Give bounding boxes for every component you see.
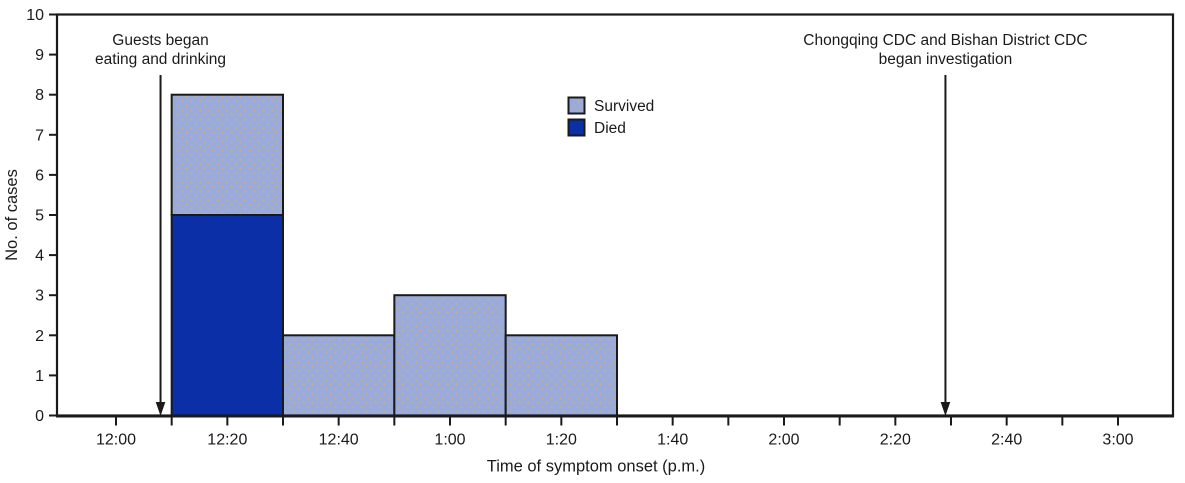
bar-segment-survived-3 [504, 334, 619, 417]
y-tick-label: 1 [35, 368, 44, 385]
annotation-text-guests-eating-line1: Guests began [112, 32, 209, 49]
y-tick-label: 4 [35, 248, 44, 265]
x-tick-label: 2:20 [880, 432, 911, 449]
bars-group [170, 93, 619, 417]
x-tick-label: 1:00 [434, 432, 465, 449]
y-axis-title: No. of cases [3, 169, 21, 261]
x-tick-label: 3:00 [1102, 432, 1133, 449]
x-tick-label: 12:20 [207, 432, 247, 449]
annotation-cdc-investigation: Chongqing CDC and Bishan District CDC beg… [803, 32, 1088, 416]
x-tick-label: 2:40 [991, 432, 1022, 449]
annotation-arrowhead-guests-eating [155, 402, 166, 416]
legend-swatch-died [567, 118, 586, 137]
annotation-text-cdc-investigation-line2: began investigation [879, 51, 1013, 68]
y-tick-label: 7 [35, 127, 44, 144]
y-tick-label: 5 [35, 208, 44, 225]
x-tick-label: 2:00 [768, 432, 799, 449]
legend-label-died: Died [594, 120, 626, 137]
legend: Survived Died [567, 96, 654, 137]
y-tick-label: 10 [26, 7, 44, 24]
annotation-text-cdc-investigation-line1: Chongqing CDC and Bishan District CDC [803, 32, 1087, 49]
x-tick-label: 12:40 [319, 432, 359, 449]
y-tick-label: 2 [35, 328, 44, 345]
x-tick-label: 1:20 [546, 432, 577, 449]
annotation-arrowhead-cdc-investigation [940, 402, 951, 416]
bar-segment-survived-1 [282, 334, 396, 417]
bar-segment-survived-2 [393, 294, 507, 417]
y-tick-label: 9 [35, 47, 44, 64]
y-tick-label: 6 [35, 167, 44, 184]
y-axis-group: 0 1 2 3 4 5 6 7 8 9 10 [26, 7, 57, 425]
x-tick-label: 12:00 [96, 432, 136, 449]
legend-swatch-survived [567, 96, 586, 115]
y-tick-label: 0 [35, 408, 44, 425]
annotation-guests-eating: Guests began eating and drinking [95, 32, 226, 416]
x-axis-title: Time of symptom onset (p.m.) [487, 458, 706, 476]
bar-segment-survived-0 [170, 93, 285, 216]
y-tick-label: 8 [35, 87, 44, 104]
x-axis-group: 12:00 12:20 12:40 1:00 1:20 1:40 2:00 2:20 2:40 3… [96, 417, 1134, 449]
bar-segment-died-0 [170, 214, 285, 417]
x-tick-label: 1:40 [657, 432, 688, 449]
y-tick-label: 3 [35, 288, 44, 305]
legend-label-survived: Survived [594, 98, 654, 115]
annotation-text-guests-eating-line2: eating and drinking [95, 51, 226, 68]
